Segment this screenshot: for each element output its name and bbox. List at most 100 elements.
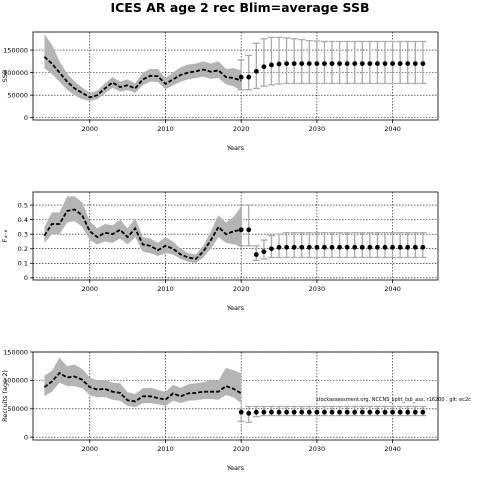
- projection-point: [382, 409, 388, 415]
- projection-point: [375, 244, 380, 250]
- projection-point: [322, 244, 327, 250]
- confidence-band: [44, 357, 242, 408]
- projection-point: [238, 409, 244, 415]
- projection-point: [299, 409, 305, 415]
- projection-point: [284, 244, 289, 250]
- chart-panel-2: 2000 2010 2020 2030 2040 0 0.1 0.2 0.3 0.4 0.5 Year…: [1, 191, 439, 312]
- projection-point: [329, 61, 335, 66]
- projection-point: [246, 74, 252, 80]
- projection-point: [261, 409, 267, 415]
- y-tick-label: 0.2: [18, 245, 28, 253]
- projection-point: [329, 409, 335, 415]
- projection-point: [246, 227, 252, 233]
- projection-point: [352, 61, 358, 66]
- y-tick-label: 0.4: [18, 216, 28, 224]
- x-axis-label: Years: [226, 144, 245, 152]
- projection-point: [405, 409, 411, 415]
- x-tick-label: 2000: [82, 445, 99, 453]
- projection-point: [420, 409, 426, 415]
- projection-point: [329, 244, 335, 250]
- y-tick-label: 50000: [7, 91, 28, 99]
- projection-point: [382, 244, 388, 250]
- y-tick-label: 150000: [3, 348, 28, 356]
- projection-point: [276, 409, 282, 415]
- projection-point: [314, 244, 320, 250]
- x-tick-label: 2010: [157, 285, 174, 293]
- projection-point: [344, 61, 350, 66]
- projection-point: [412, 409, 418, 415]
- projection-point: [367, 244, 373, 250]
- projection-point: [299, 61, 305, 66]
- projection-point: [352, 409, 358, 415]
- projection-point: [382, 61, 388, 66]
- projection-point: [397, 409, 403, 415]
- projection-point: [337, 409, 342, 415]
- x-axis-label: Years: [226, 304, 245, 312]
- projection-point: [269, 409, 274, 415]
- projection-point: [253, 68, 259, 74]
- projection-point: [367, 409, 373, 415]
- projection-point: [314, 409, 320, 415]
- panels: 2000 2010 2020 2030 2040 0 50000 100000 150000 Ye…: [1, 31, 439, 472]
- x-tick-label: 2020: [233, 125, 250, 133]
- plot-frame: [32, 351, 439, 441]
- y-tick-label: 0.5: [18, 201, 28, 209]
- x-tick-label: 2020: [233, 285, 250, 293]
- x-tick-label: 2030: [309, 125, 326, 133]
- x-tick-label: 2000: [82, 285, 99, 293]
- y-tick-label: 0.3: [18, 230, 28, 238]
- projection-point: [269, 246, 274, 252]
- projection-point: [291, 244, 297, 250]
- y-tick-label: 0: [24, 274, 28, 282]
- plot-frame: [32, 31, 439, 121]
- projection-point: [367, 61, 373, 66]
- projection-point: [359, 61, 365, 66]
- projection-point: [291, 409, 297, 415]
- x-tick-label: 2010: [157, 445, 174, 453]
- projection-point: [322, 409, 327, 415]
- y-tick-label: 0.1: [18, 260, 28, 268]
- projection-point: [412, 61, 418, 66]
- y-tick-label: 50000: [7, 405, 28, 413]
- projection-point: [344, 409, 350, 415]
- y-tick-label: 0: [24, 433, 28, 441]
- chart-panel-1: 2000 2010 2020 2030 2040 0 50000 100000 150000 Ye…: [1, 31, 439, 152]
- projection-point: [238, 74, 244, 80]
- x-tick-label: 2040: [384, 285, 401, 293]
- x-tick-label: 2040: [384, 445, 401, 453]
- projection-point: [306, 61, 312, 66]
- x-tick-label: 2000: [82, 125, 99, 133]
- estimate-line: [43, 208, 242, 260]
- projection-point: [261, 249, 267, 255]
- projection-point: [306, 409, 312, 415]
- projection-point: [261, 64, 267, 70]
- projection-point: [276, 61, 282, 67]
- projection-point: [246, 410, 252, 416]
- projection-point: [253, 252, 259, 257]
- projection-point: [284, 409, 289, 415]
- projection-point: [397, 244, 403, 250]
- estimate-line: [43, 56, 242, 99]
- projection-point: [337, 244, 342, 250]
- y-axis-label: F₄₋₈: [1, 229, 9, 242]
- projection-point: [405, 61, 411, 66]
- projection-point: [375, 409, 380, 415]
- y-axis-label: Recruits (age 2): [1, 370, 9, 422]
- y-tick-label: 100000: [3, 69, 28, 77]
- chart-panel-3: 2000 2010 2020 2030 2040 0 50000 100000 150000 Ye…: [1, 348, 439, 472]
- projection-point: [299, 244, 305, 250]
- x-tick-label: 2010: [157, 125, 174, 133]
- projection-point: [359, 409, 365, 415]
- confidence-band: [44, 196, 242, 264]
- projection-point: [253, 409, 259, 415]
- x-tick-label: 2030: [309, 445, 326, 453]
- y-tick-label: 0: [24, 114, 28, 122]
- confidence-band: [44, 34, 242, 101]
- figure-title: ICES AR age 2 rec Blim=average SSB: [110, 0, 369, 15]
- projection-point: [405, 244, 411, 250]
- projection-point: [352, 244, 358, 250]
- projection-point: [390, 61, 395, 66]
- projection-point: [291, 61, 297, 66]
- plot-frame: [32, 191, 439, 281]
